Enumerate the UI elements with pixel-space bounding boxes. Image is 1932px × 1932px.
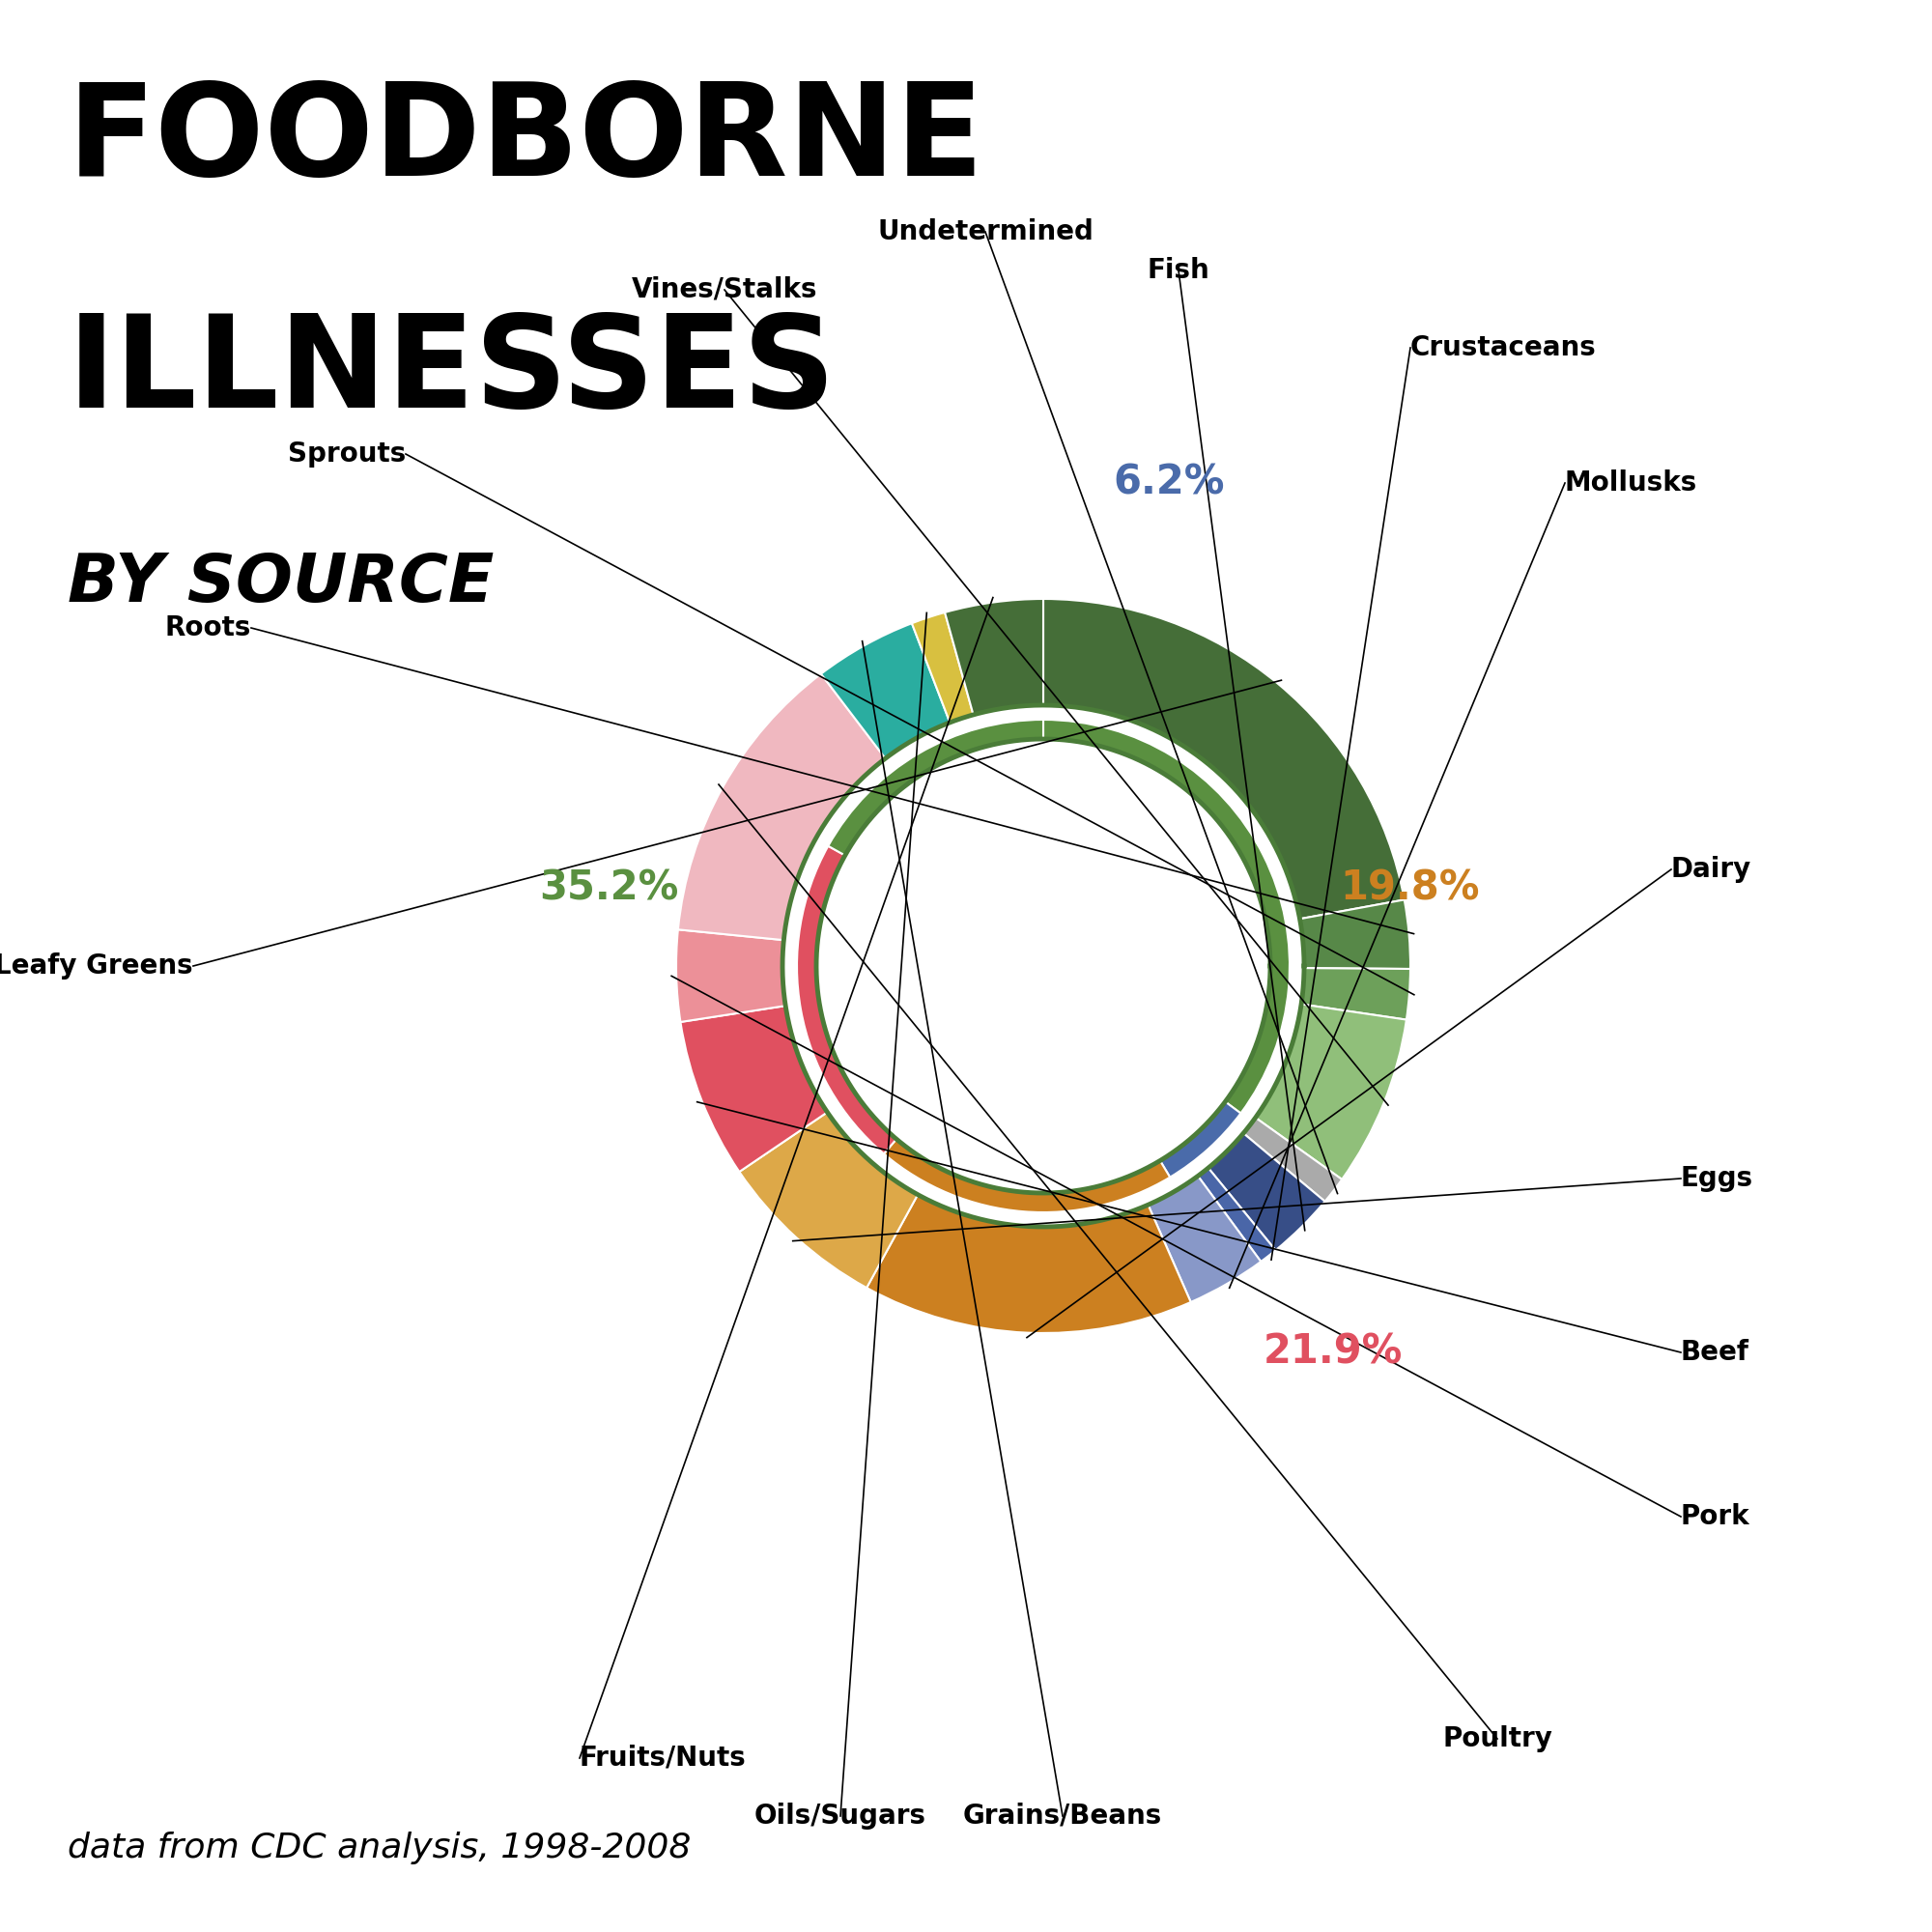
Text: BY SOURCE: BY SOURCE — [68, 551, 495, 614]
Wedge shape — [867, 1194, 1190, 1333]
Text: 35.2%: 35.2% — [539, 869, 678, 910]
Wedge shape — [676, 929, 786, 1022]
Text: Crustaceans: Crustaceans — [1410, 334, 1596, 361]
Text: 6.2%: 6.2% — [1113, 462, 1225, 502]
Text: Leafy Greens: Leafy Greens — [0, 952, 193, 980]
Text: Undetermined: Undetermined — [877, 218, 1094, 245]
Wedge shape — [829, 719, 1043, 856]
Text: Mollusks: Mollusks — [1565, 469, 1698, 497]
Text: Sprouts: Sprouts — [288, 440, 406, 468]
Text: Fish: Fish — [1148, 257, 1209, 284]
Wedge shape — [740, 1113, 918, 1289]
Text: FOODBORNE: FOODBORNE — [68, 77, 985, 203]
Wedge shape — [1159, 1101, 1240, 1177]
Wedge shape — [821, 624, 951, 759]
Text: Vines/Stalks: Vines/Stalks — [632, 276, 817, 303]
Text: 19.8%: 19.8% — [1341, 869, 1480, 910]
Text: Oils/Sugars: Oils/Sugars — [753, 1803, 927, 1830]
Text: Poultry: Poultry — [1443, 1725, 1551, 1752]
Wedge shape — [912, 612, 974, 723]
Wedge shape — [1256, 1005, 1406, 1179]
Wedge shape — [1043, 719, 1289, 1113]
Wedge shape — [1302, 968, 1410, 1020]
Wedge shape — [1148, 1177, 1262, 1302]
Text: Dairy: Dairy — [1671, 856, 1752, 883]
Wedge shape — [1043, 599, 1405, 920]
Text: Pork: Pork — [1681, 1503, 1750, 1530]
Text: Grains/Beans: Grains/Beans — [962, 1803, 1163, 1830]
Wedge shape — [678, 674, 885, 941]
Wedge shape — [885, 1140, 1171, 1211]
Text: ILLNESSES: ILLNESSES — [68, 309, 837, 435]
Text: 21.9%: 21.9% — [1264, 1333, 1403, 1372]
Wedge shape — [1244, 1117, 1343, 1202]
Wedge shape — [1300, 900, 1410, 968]
Wedge shape — [1198, 1169, 1275, 1262]
Text: Eggs: Eggs — [1681, 1165, 1754, 1192]
Wedge shape — [1208, 1134, 1325, 1250]
Text: Roots: Roots — [164, 614, 251, 641]
Text: data from CDC analysis, 1998-2008: data from CDC analysis, 1998-2008 — [68, 1832, 692, 1864]
Text: Beef: Beef — [1681, 1339, 1750, 1366]
Wedge shape — [945, 599, 1043, 715]
Wedge shape — [680, 1007, 827, 1173]
Wedge shape — [798, 846, 896, 1153]
Text: Fruits/Nuts: Fruits/Nuts — [580, 1745, 746, 1772]
